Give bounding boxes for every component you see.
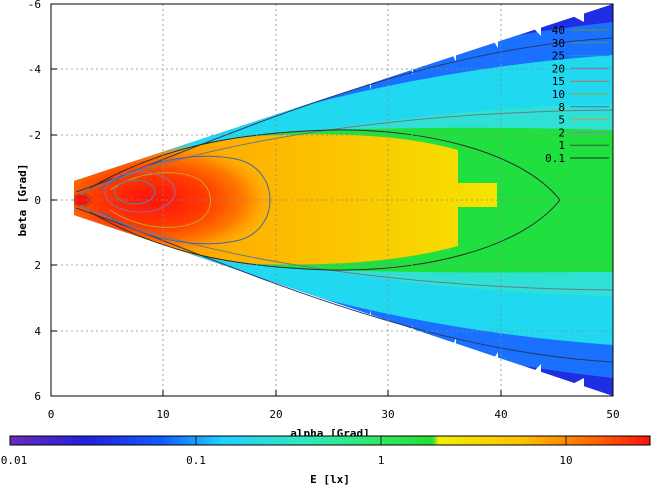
legend-label: 10	[552, 88, 565, 101]
legend-label: 30	[552, 37, 565, 50]
y-axis-title: beta [Grad]	[16, 164, 29, 237]
colorbar-tick-labels: 0.01 0.1 1 10	[1, 454, 573, 467]
y-tick-labels: -6 -4 -2 0 2 4 6	[28, 0, 42, 403]
contour-40	[73, 193, 91, 207]
legend-label: 20	[552, 62, 565, 75]
x-tick-label: 10	[156, 408, 169, 421]
y-tick-label: 0	[34, 194, 41, 207]
contour-1	[89, 129, 561, 271]
contour-30	[114, 179, 156, 205]
edge-steps	[350, 4, 584, 396]
contour-5	[109, 172, 211, 228]
axis-ticks	[50, 3, 614, 397]
colorbar-tick-label: 0.01	[1, 454, 28, 467]
y-tick-label: 4	[34, 325, 41, 338]
colorbar	[9, 435, 651, 446]
legend-label: 40	[552, 24, 565, 37]
legend-label: 5	[558, 114, 565, 127]
x-tick-labels: 0 10 20 30 40 50	[48, 408, 620, 421]
grid	[51, 4, 613, 396]
colorbar-tick-label: 10	[559, 454, 572, 467]
y-tick-label: 2	[34, 259, 41, 272]
x-tick-label: 40	[494, 408, 507, 421]
legend-label: 1	[558, 139, 565, 152]
contour-8	[99, 155, 271, 245]
y-tick-label: 6	[34, 390, 41, 403]
colorbar-ticks	[9, 436, 567, 445]
x-tick-label: 50	[606, 408, 619, 421]
x-tick-label: 20	[269, 408, 282, 421]
contour-lines	[73, 37, 613, 363]
y-tick-label: -2	[28, 129, 41, 142]
colorbar-tick-label: 1	[378, 454, 385, 467]
contour-2	[79, 109, 613, 291]
legend-label: 8	[558, 101, 565, 114]
legend-label: 0.1	[545, 152, 565, 165]
x-tick-label: 30	[381, 408, 394, 421]
y-tick-label: -6	[28, 0, 41, 11]
legend-label: 15	[552, 75, 565, 88]
colorbar-title: E [lx]	[310, 473, 350, 486]
y-tick-label: -4	[28, 63, 42, 76]
contour-20	[104, 171, 176, 213]
legend-label: 2	[558, 126, 565, 139]
x-tick-label: 0	[48, 408, 55, 421]
colorbar-tick-label: 0.1	[186, 454, 206, 467]
legend-label: 25	[552, 50, 565, 63]
